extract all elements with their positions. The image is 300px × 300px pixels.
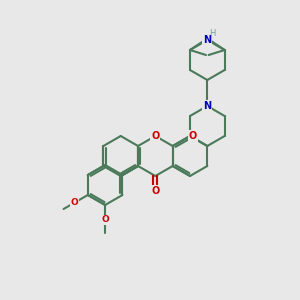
Text: O: O <box>151 186 160 196</box>
Text: N: N <box>203 101 211 111</box>
Text: O: O <box>189 131 197 141</box>
Text: N: N <box>203 35 211 45</box>
Text: H: H <box>209 28 215 38</box>
Text: O: O <box>151 131 160 141</box>
Text: O: O <box>71 198 79 207</box>
Text: O: O <box>101 215 109 224</box>
